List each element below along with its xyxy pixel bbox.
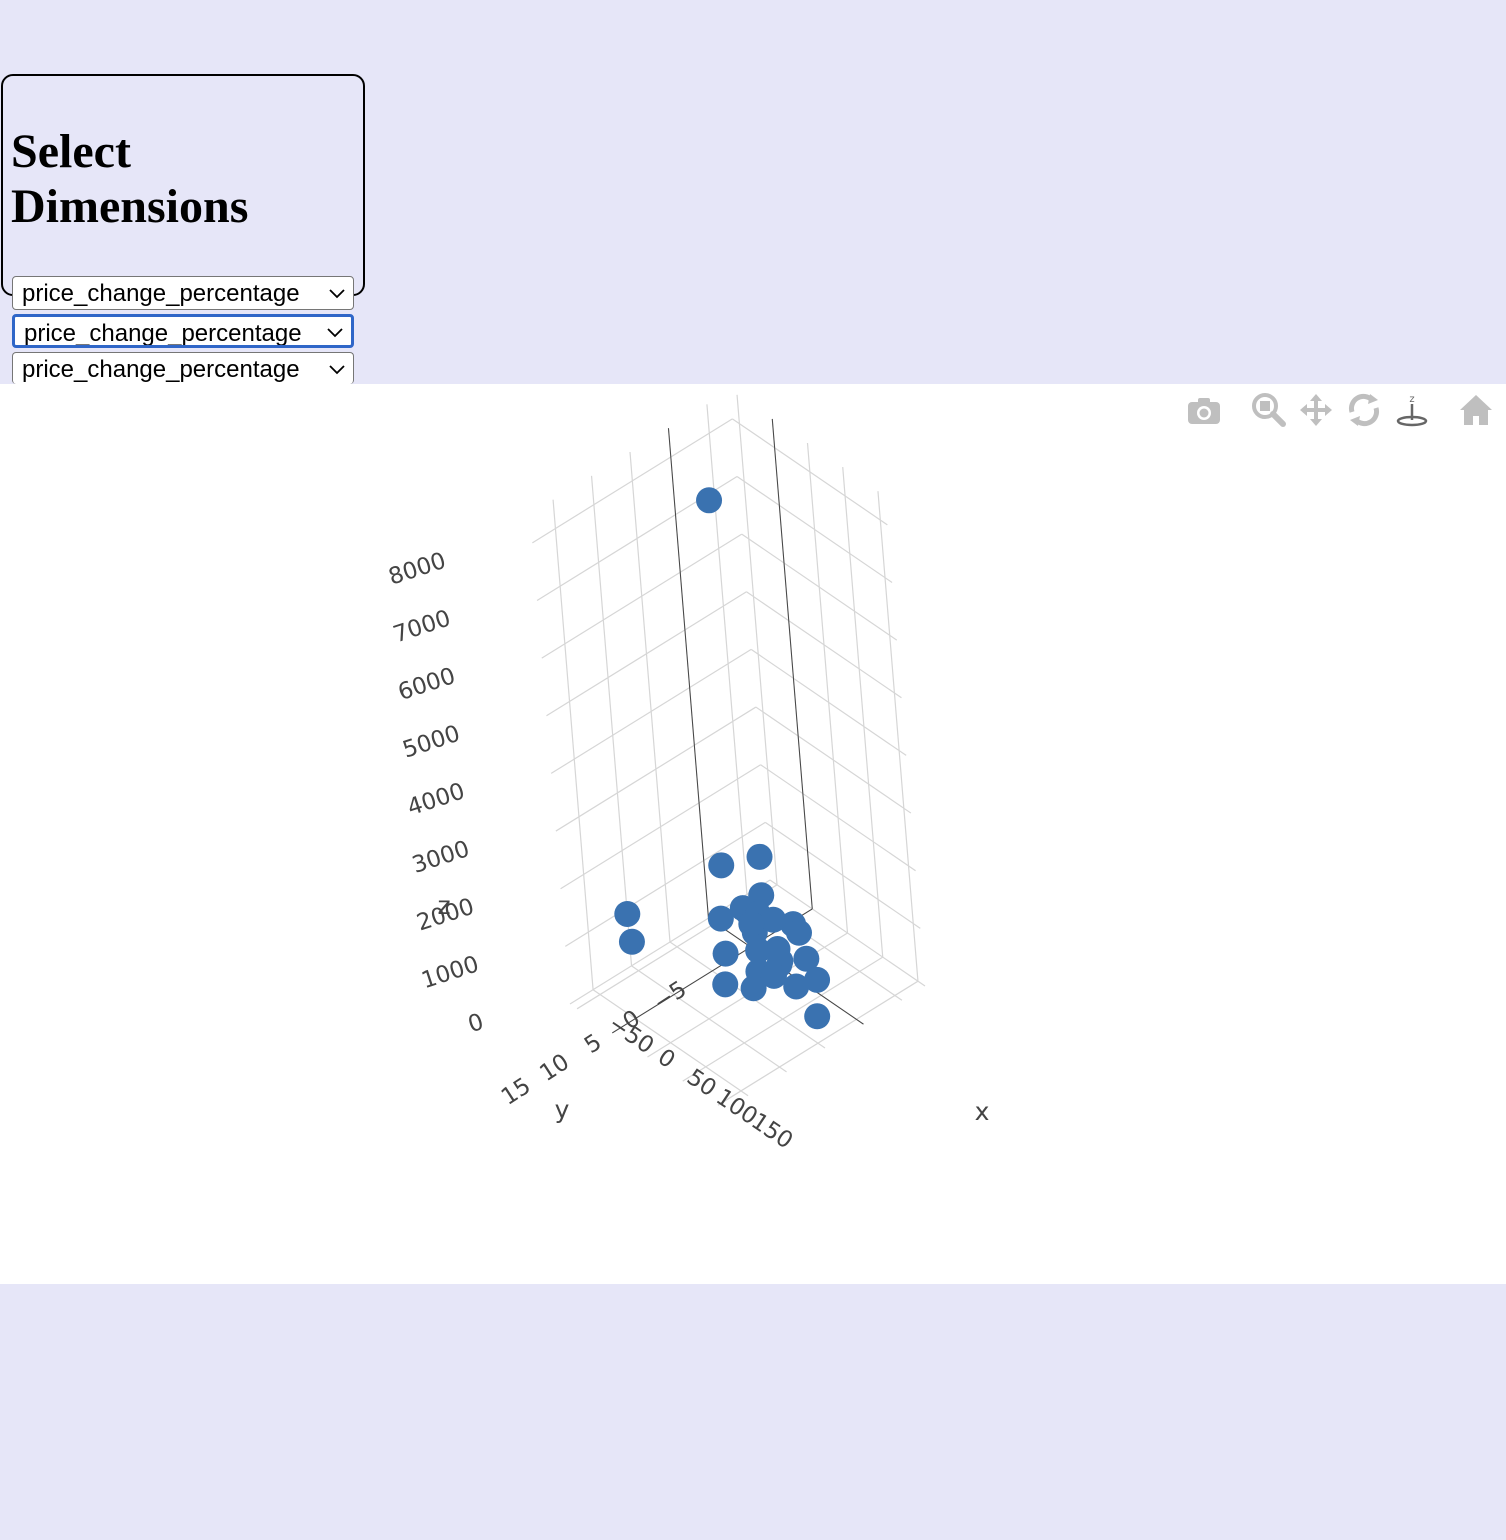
grid-line (706, 404, 748, 895)
grid-line (736, 394, 778, 885)
data-point (783, 973, 810, 1000)
dimension-select-z[interactable]: price_change_percentage (12, 352, 354, 384)
data-point (708, 852, 735, 879)
data-point (712, 971, 739, 998)
z-tick-label: 1000 (418, 951, 482, 994)
zoom-icon[interactable] (1250, 392, 1286, 428)
dimension-select-x-value: price_change_percentage (22, 280, 300, 307)
svg-text:z: z (1409, 394, 1414, 405)
camera-icon[interactable] (1186, 392, 1222, 428)
grid-line (806, 442, 849, 934)
grid-line (590, 475, 633, 966)
data-point (804, 966, 831, 993)
z-axis-title: z (437, 891, 450, 920)
data-point (712, 940, 739, 967)
z-tick-label: 5000 (400, 721, 464, 764)
zero-line (667, 428, 709, 919)
dimension-select-z-value: price_change_percentage (22, 356, 300, 383)
data-point (618, 928, 645, 955)
pan-icon[interactable] (1298, 392, 1334, 428)
data-point (738, 910, 765, 937)
z-tick-label: 0 (465, 1009, 487, 1038)
panel-title: Select Dimensions (11, 125, 249, 233)
grid-line (631, 965, 787, 1073)
chevron-down-icon (327, 328, 343, 338)
data-point (785, 919, 812, 946)
data-point (740, 975, 767, 1002)
x-tick-label: 0 (653, 1044, 680, 1074)
y-tick-label: 10 (535, 1049, 574, 1087)
grid-line (842, 467, 884, 958)
orbit-rotation-icon[interactable] (1346, 392, 1382, 428)
data-point (745, 937, 772, 964)
y-tick-label: 5 (580, 1029, 606, 1059)
data-point (614, 900, 641, 927)
grid-line (629, 451, 671, 943)
dimension-select-y[interactable]: price_change_percentage (12, 314, 354, 348)
z-tick-label: 4000 (404, 778, 468, 821)
dimension-select-x[interactable]: price_change_percentage (12, 276, 354, 310)
scatter3d-chart[interactable]: −50050100150−505101501000200030004000500… (0, 384, 1506, 1284)
chevron-down-icon (329, 365, 345, 375)
z-tick-label: 6000 (395, 663, 459, 706)
data-point (707, 905, 734, 932)
data-point (746, 843, 773, 870)
turntable-rotation-icon[interactable]: z (1394, 392, 1430, 428)
grid-line (592, 989, 749, 1097)
data-point (760, 906, 787, 933)
grid-line (877, 491, 919, 982)
grid-line (552, 499, 594, 990)
y-axis-title: y (555, 1095, 570, 1124)
x-axis-title: x (975, 1097, 990, 1126)
data-point (793, 945, 820, 972)
z-tick-label: 7000 (390, 605, 454, 648)
data-point (760, 962, 787, 989)
x-tick-label: 50 (682, 1064, 721, 1102)
plot-area[interactable] (0, 384, 1506, 1284)
data-point (696, 487, 723, 514)
dimension-select-y-value: price_change_percentage (24, 320, 302, 347)
chevron-down-icon (329, 289, 345, 299)
modebar: z (1186, 392, 1506, 428)
y-tick-label: 15 (497, 1073, 536, 1111)
reset-camera-icon[interactable] (1458, 392, 1494, 428)
z-tick-label: 3000 (409, 836, 473, 879)
data-point (804, 1003, 831, 1030)
zero-line (771, 418, 813, 909)
z-tick-label: 8000 (385, 548, 449, 591)
